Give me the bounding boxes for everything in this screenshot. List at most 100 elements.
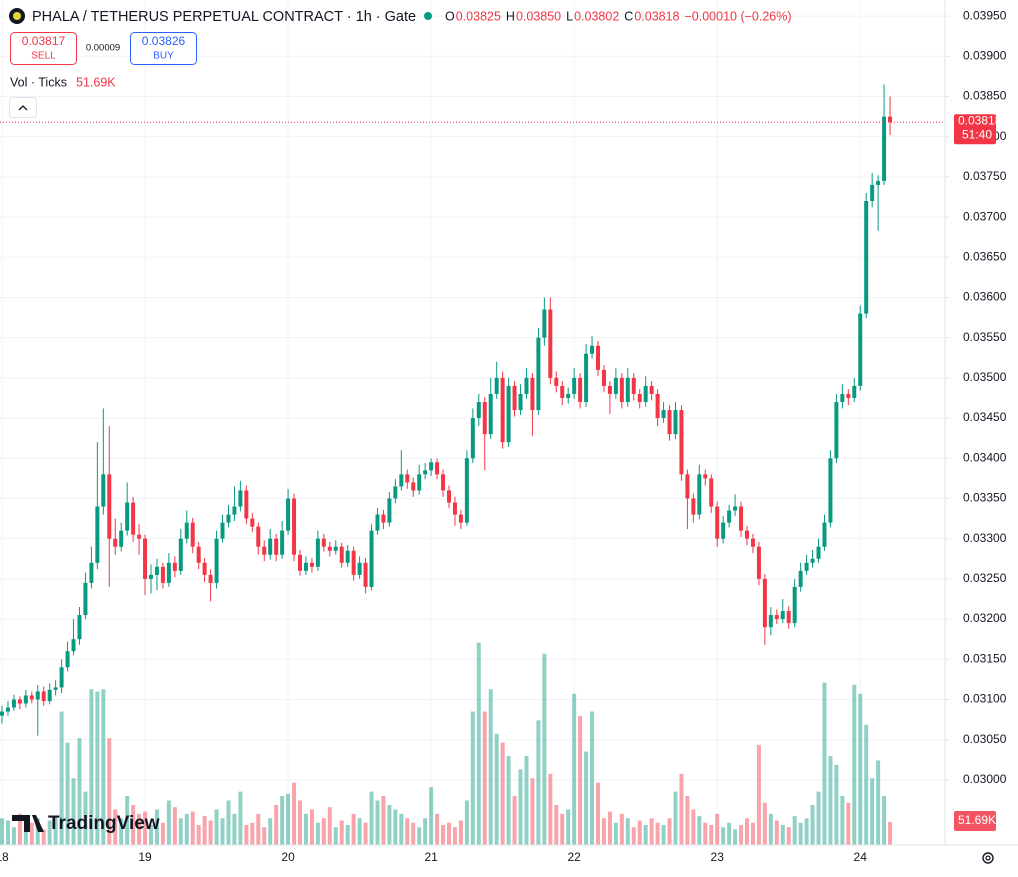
volume-bar: [488, 689, 493, 845]
candle-body: [286, 498, 291, 531]
candle-body: [572, 377, 577, 394]
candle-body: [363, 562, 368, 587]
candle-body: [584, 353, 589, 402]
y-tick-label: 0.03950: [963, 8, 1007, 22]
volume-bar: [733, 829, 738, 845]
sell-label: SELL: [31, 51, 56, 62]
candle-body: [780, 611, 785, 620]
candle-body: [95, 506, 100, 563]
x-tick-label: 18: [0, 850, 9, 864]
candle-body: [858, 313, 863, 386]
volume-bar: [828, 756, 833, 845]
volume-bar: [762, 802, 767, 845]
candle-body: [166, 562, 171, 583]
volume-bar: [822, 682, 827, 845]
settings-icon-center: [985, 855, 991, 861]
buy-button[interactable]: [130, 32, 197, 65]
volume-bar: [101, 689, 106, 845]
volume-bar: [750, 822, 755, 845]
volume-bar: [202, 816, 207, 845]
candle-body: [351, 550, 356, 575]
volume-tag: [954, 810, 996, 831]
candle-body: [172, 562, 177, 571]
volume-bar: [17, 813, 22, 845]
volume-bar: [691, 809, 696, 845]
volume-bar: [524, 756, 529, 845]
volume-bar: [607, 811, 612, 845]
volume-bar: [876, 760, 881, 845]
candle-body: [697, 474, 702, 515]
volume-bar: [846, 802, 851, 845]
volume-bar: [11, 827, 16, 845]
volume-bar: [137, 813, 142, 845]
candle-body: [494, 377, 499, 394]
volume-bar: [196, 824, 201, 845]
volume-bar: [178, 818, 183, 845]
volume-bar: [83, 791, 88, 845]
volume-bar: [375, 800, 380, 845]
collapse-button[interactable]: [9, 97, 37, 118]
candle-body: [452, 502, 457, 515]
volume-bar: [113, 809, 118, 845]
volume-bar: [679, 773, 684, 845]
candle-body: [107, 474, 112, 539]
volume-tag-label: 51.69K: [958, 813, 996, 827]
candle-body: [59, 667, 64, 688]
volume-bar: [780, 824, 785, 845]
volume-bar: [208, 820, 213, 845]
sell-button[interactable]: [10, 32, 77, 65]
candle-body: [23, 695, 28, 704]
symbol-logo-mark: [13, 12, 21, 20]
volume-bar: [268, 818, 273, 845]
x-tick-label: 19: [138, 850, 152, 864]
y-tick-label: 0.03600: [963, 290, 1007, 304]
candle-body: [548, 309, 553, 378]
candle-body: [631, 377, 636, 394]
volume-bar: [584, 751, 589, 845]
candle-body: [750, 538, 755, 547]
candle-body: [131, 502, 136, 535]
volume-layer: [0, 642, 893, 845]
volume-bar: [345, 824, 350, 845]
candle-body: [238, 490, 243, 507]
volume-bar: [768, 813, 773, 845]
volume-bar: [71, 778, 76, 845]
volume-bar: [363, 822, 368, 845]
candle-body: [298, 554, 302, 571]
candle-body: [220, 522, 225, 539]
candle-body: [822, 522, 827, 547]
volume-bar: [369, 791, 374, 845]
candle-body: [333, 546, 338, 551]
candle-body: [226, 514, 231, 523]
volume-bar: [470, 711, 475, 845]
chart-title: PHALA / TETHERUS PERPETUAL CONTRACT · 1h…: [32, 9, 416, 25]
volume-bar: [476, 642, 481, 845]
volume-bar: [756, 744, 761, 845]
settings-icon[interactable]: [982, 852, 994, 864]
candle-body: [721, 522, 726, 539]
candle-body: [864, 200, 869, 314]
volume-bar: [858, 693, 863, 845]
candle-body: [47, 689, 52, 702]
volume-bar: [351, 813, 356, 845]
volume-bar: [405, 818, 410, 845]
candle-body: [590, 345, 595, 354]
last-price-label: 0.03818: [958, 113, 1002, 127]
volume-bar: [77, 738, 82, 845]
volume-bar: [65, 742, 70, 845]
candle-body: [756, 546, 761, 579]
countdown: 51:40: [962, 127, 992, 141]
candle-body: [792, 586, 797, 624]
candle-body: [143, 538, 148, 579]
candle-body: [619, 377, 624, 402]
watermark: TradingView: [48, 813, 160, 834]
candle-body: [524, 377, 529, 394]
volume-bar: [160, 822, 165, 845]
candle-body: [607, 385, 612, 394]
volume-bar: [888, 821, 893, 845]
volume-bar: [274, 804, 279, 845]
y-tick-label: 0.03200: [963, 611, 1007, 625]
volume-bar: [309, 809, 314, 845]
y-tick-label: 0.03050: [963, 732, 1007, 746]
